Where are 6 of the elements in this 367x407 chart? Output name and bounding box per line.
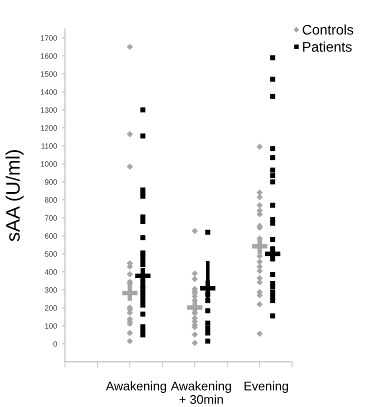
- legend-label: Patients: [303, 42, 352, 52]
- x-tick-label: Awakening: [106, 381, 166, 393]
- x-tick-label: Evening: [244, 381, 288, 393]
- x-tick-label: Awakening + 30min: [170, 381, 231, 404]
- legend-label: Controls: [302, 24, 354, 35]
- y-axis-title: sAA (U/ml): [6, 150, 24, 242]
